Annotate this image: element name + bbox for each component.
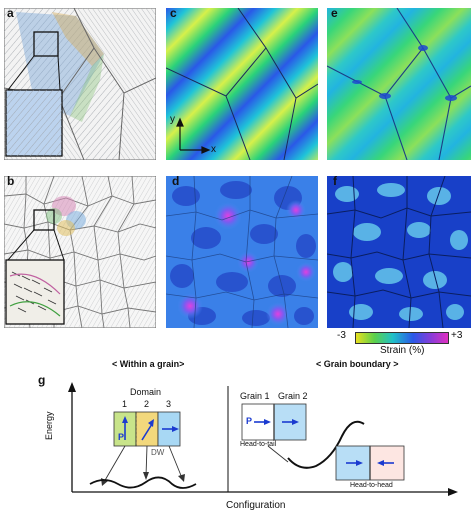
panel-label-a: a	[7, 8, 14, 20]
axis-label-y: y	[170, 114, 175, 125]
head-to-head-label: Head-to-head	[350, 482, 393, 489]
panel-a: a	[4, 8, 156, 160]
energy-axis-label: Energy	[44, 411, 54, 440]
panel-e: e	[327, 8, 471, 160]
grain1-label: Grain 1	[240, 391, 270, 401]
grain-boundary-title: < Grain boundary >	[316, 359, 399, 369]
domain-label: Domain	[130, 387, 162, 397]
axis-label-x: x	[211, 144, 216, 155]
panel-d-map	[166, 176, 318, 328]
grain-polarization-label: P	[246, 416, 253, 426]
domain-number-3: 3	[166, 399, 172, 409]
panel-label-f: f	[333, 176, 337, 188]
colorbar-title: Strain (%)	[380, 345, 425, 356]
panel-a-image	[4, 8, 156, 160]
panel-label-e: e	[331, 8, 338, 20]
panel-label-g: g	[38, 373, 46, 387]
panel-e-map	[327, 8, 471, 160]
domain-number-2: 2	[144, 399, 150, 409]
panel-label-d: d	[172, 176, 180, 188]
polarization-label: P	[118, 432, 125, 442]
panel-b-image	[4, 176, 156, 328]
panel-f: f	[327, 176, 471, 328]
panel-label-b: b	[7, 176, 15, 188]
grain2-label: Grain 2	[278, 391, 308, 401]
panel-c-map	[166, 8, 318, 160]
within-grain-title: < Within a grain>	[112, 359, 185, 369]
panel-d: d	[166, 176, 318, 328]
domain-wall-label: DW	[151, 448, 165, 457]
panel-f-map	[327, 176, 471, 328]
configuration-axis-label: Configuration	[226, 500, 286, 511]
domain-number-1: 1	[122, 399, 128, 409]
head-to-tail-label: Head-to-tail	[240, 441, 277, 448]
panel-label-c: c	[170, 8, 177, 20]
panel-b: b	[4, 176, 156, 328]
panel-c: c y x	[166, 8, 318, 160]
colorbar-max-label: +3	[451, 330, 463, 341]
colorbar-min-label: -3	[337, 330, 346, 341]
colorbar	[355, 332, 449, 344]
